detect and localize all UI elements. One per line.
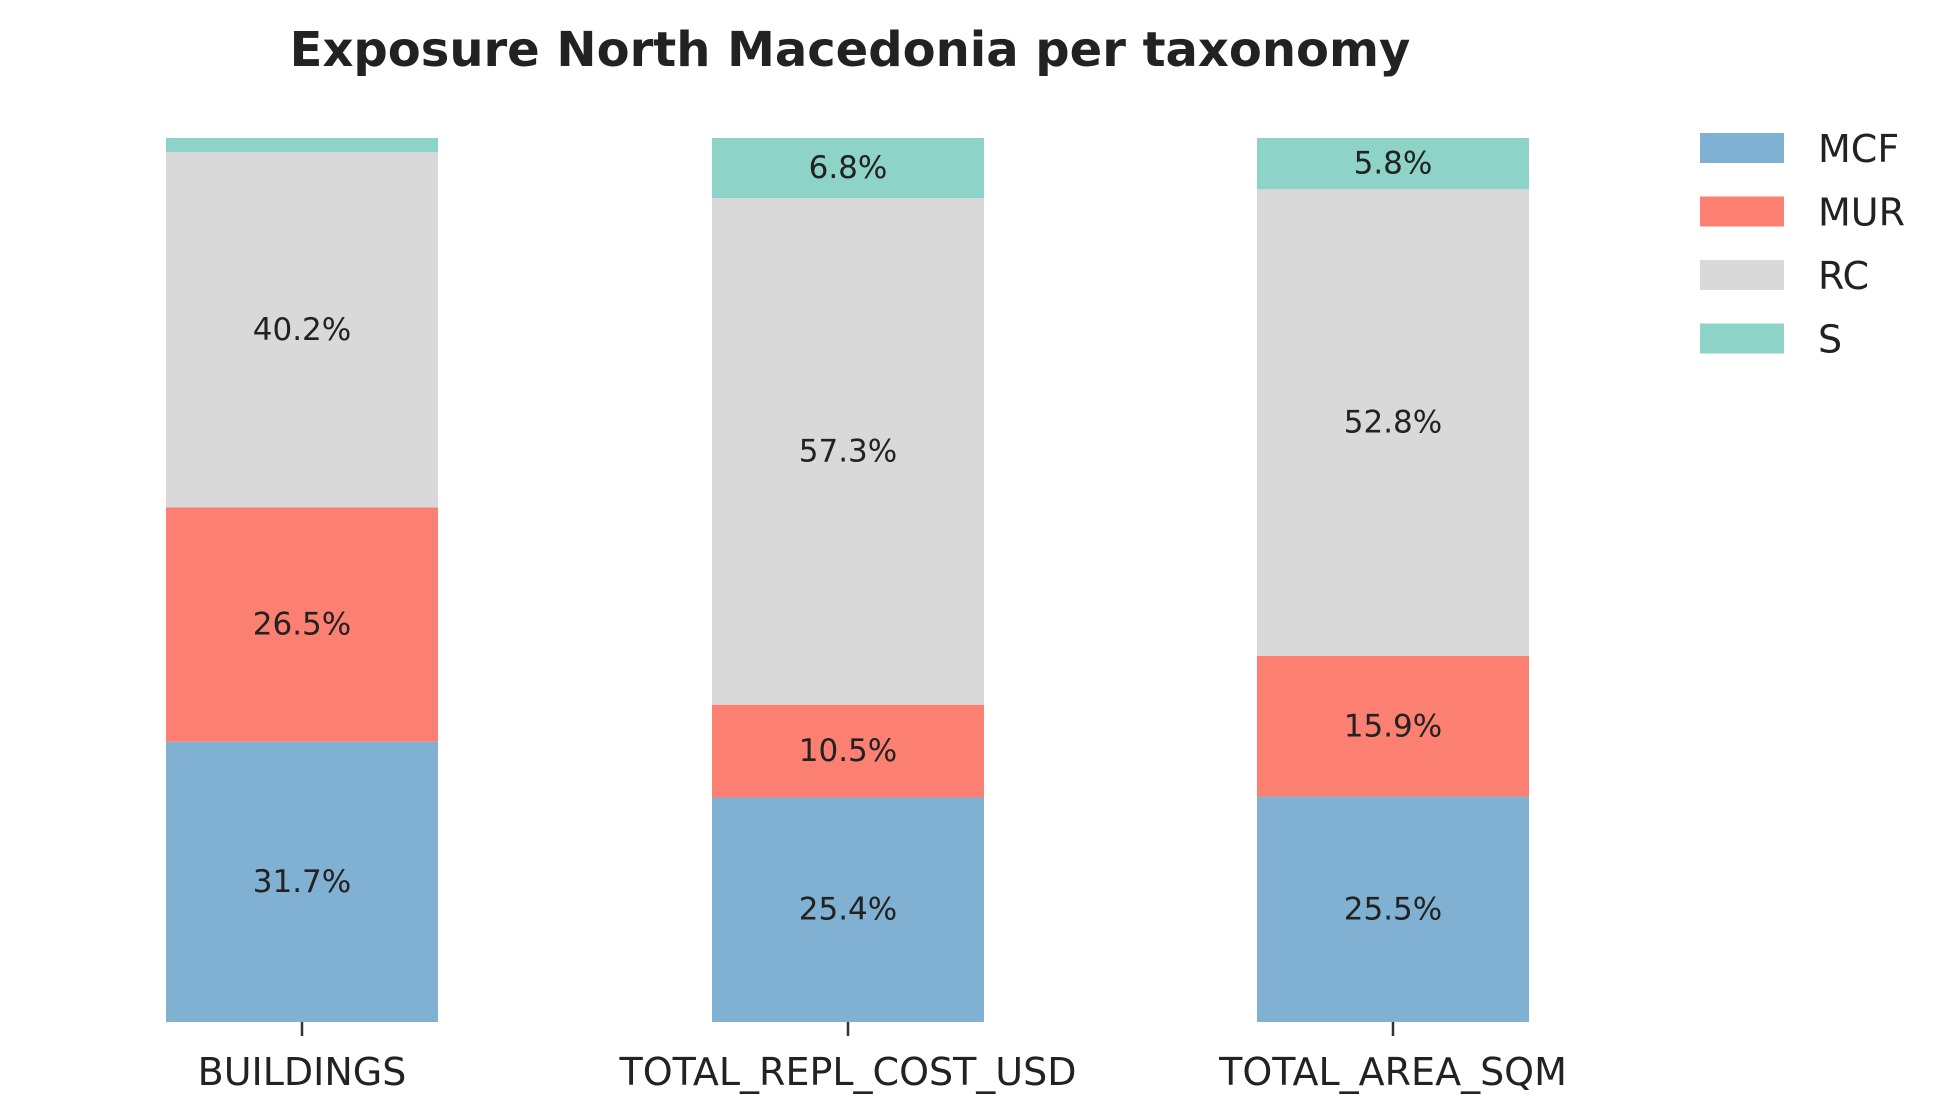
legend-swatch-s [1700,323,1784,354]
legend: MCF MUR RC S [1700,127,1905,362]
segment-labels-layer: 31.7% 26.5% 40.2% 25.4% 10.5% 57.3% 6.8% 25.5% 1… [253,146,1442,928]
bar-segment-mur-total-repl-cost-usd [712,704,984,798]
data-label: 57.3% [799,433,897,469]
legend-label-rc: RC [1818,254,1869,298]
data-label: 25.5% [1344,891,1442,927]
legend-label-mcf: MCF [1818,127,1899,171]
x-tick-label: TOTAL_REPL_COST_USD [618,1050,1076,1094]
bars-layer [166,138,1529,1022]
bar-segment-mcf-buildings [166,741,438,1022]
bar-segment-rc-total-repl-cost-usd [712,198,984,705]
bar-segment-s-total-repl-cost-usd [712,138,984,199]
chart-title: Exposure North Macedonia per taxonomy [289,22,1411,78]
legend-label-mur: MUR [1818,191,1905,235]
x-tick-label: TOTAL_AREA_SQM [1218,1050,1567,1094]
bar-segment-mcf-total-area-sqm [1257,796,1529,1022]
data-label: 5.8% [1354,146,1433,182]
data-label: 31.7% [253,864,351,900]
bar-segment-s-buildings [166,138,438,153]
data-label: 15.9% [1344,708,1442,744]
bar-segment-mur-buildings [166,507,438,742]
x-tick-label: BUILDINGS [198,1050,407,1094]
legend-swatch-rc [1700,260,1784,290]
legend-swatch-mur [1700,196,1784,227]
bar-segment-s-total-area-sqm [1257,138,1529,190]
data-label: 25.4% [799,892,897,928]
bar-segment-mur-total-area-sqm [1257,656,1529,797]
legend-label-s: S [1818,318,1842,362]
x-axis: BUILDINGS TOTAL_REPL_COST_USD TOTAL_AREA_S… [198,1022,1567,1094]
bar-segment-rc-total-area-sqm [1257,189,1529,657]
data-label: 26.5% [253,607,351,643]
legend-swatch-mcf [1700,133,1784,163]
bar-segment-mcf-total-repl-cost-usd [712,797,984,1022]
data-label: 6.8% [809,150,888,186]
data-label: 52.8% [1344,405,1442,441]
bar-segment-rc-buildings [166,152,438,508]
data-label: 10.5% [799,733,897,769]
data-label: 40.2% [253,312,351,348]
